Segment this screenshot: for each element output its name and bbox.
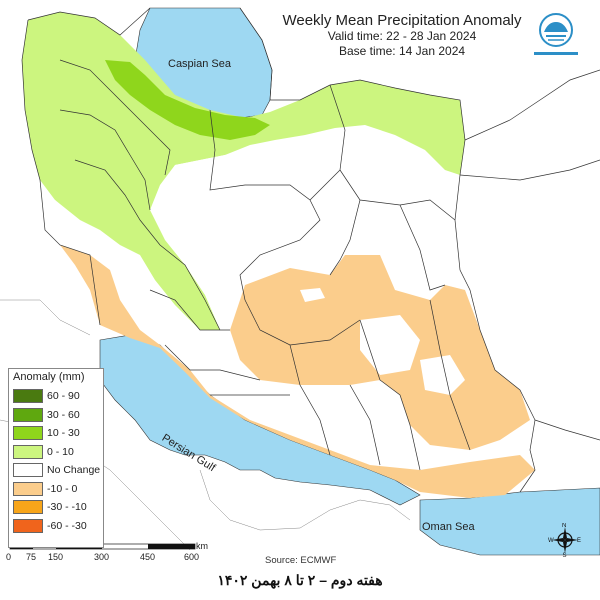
- legend-label: No Change: [47, 464, 101, 477]
- scale-tick: 150: [48, 552, 64, 562]
- oman-sea-label: Oman Sea: [422, 521, 475, 533]
- legend-item: 30 - 60: [13, 406, 103, 425]
- legend-swatch: [13, 481, 43, 496]
- legend-label: -10 - 0: [47, 482, 78, 495]
- legend-label: 30 - 60: [47, 408, 80, 421]
- scale-tick: 0: [6, 552, 12, 562]
- compass-w: W: [548, 538, 554, 544]
- legend-item: -30 - -10: [13, 498, 103, 517]
- legend-item: -60 - -30: [13, 517, 103, 536]
- legend-item: 60 - 90: [13, 387, 103, 406]
- province-borders: [21, 7, 600, 493]
- organization-logo: [534, 13, 578, 55]
- legend-swatch: [13, 500, 43, 515]
- legend-swatch: [13, 407, 43, 422]
- legend-item: -10 - 0: [13, 480, 103, 499]
- wet-zone-alborz: [105, 60, 270, 140]
- legend-swatch: [13, 463, 43, 478]
- legend-title: Anomaly (mm): [13, 371, 85, 383]
- source-credit: Source: ECMWF: [265, 555, 337, 566]
- scale-tick: 75: [26, 552, 37, 562]
- legend-swatch: [13, 389, 43, 404]
- compass-n: N: [562, 523, 566, 529]
- legend: Anomaly (mm) 60 - 90 30 - 60 10 - 30 0 - 10…: [8, 368, 104, 548]
- legend-swatch: [13, 426, 43, 441]
- dry-zone-southwest: [60, 245, 535, 498]
- footer-date-persian: هفته دوم – ۲ تا ۸ بهمن ۱۴۰۲: [217, 572, 383, 588]
- legend-item: 10 - 30: [13, 424, 103, 443]
- legend-label: -60 - -30: [47, 519, 87, 532]
- compass-s: S: [563, 553, 567, 557]
- legend-swatch: [13, 518, 43, 533]
- legend-item: 0 - 10: [13, 443, 103, 462]
- legend-label: 0 - 10: [47, 445, 74, 458]
- scale-tick: 450: [140, 552, 156, 562]
- scale-tick: 300: [94, 552, 110, 562]
- scale-unit: km: [196, 541, 208, 551]
- legend-label: 60 - 90: [47, 390, 80, 403]
- base-time: Base time: 14 Jan 2024: [338, 44, 466, 58]
- legend-label: -30 - -10: [47, 501, 87, 514]
- legend-label: 10 - 30: [47, 427, 80, 440]
- map-title: Weekly Mean Precipitation Anomaly: [282, 12, 522, 29]
- caspian-sea-label: Caspian Sea: [168, 58, 231, 70]
- legend-item: No Change: [13, 461, 103, 480]
- valid-time: Valid time: 22 - 28 Jan 2024: [327, 29, 477, 43]
- title-block: Weekly Mean Precipitation Anomaly Valid …: [262, 12, 542, 59]
- legend-swatch: [13, 444, 43, 459]
- compass-rose-icon: N S W E: [548, 523, 581, 557]
- scale-tick: 600: [184, 552, 200, 562]
- compass-e: E: [577, 538, 581, 544]
